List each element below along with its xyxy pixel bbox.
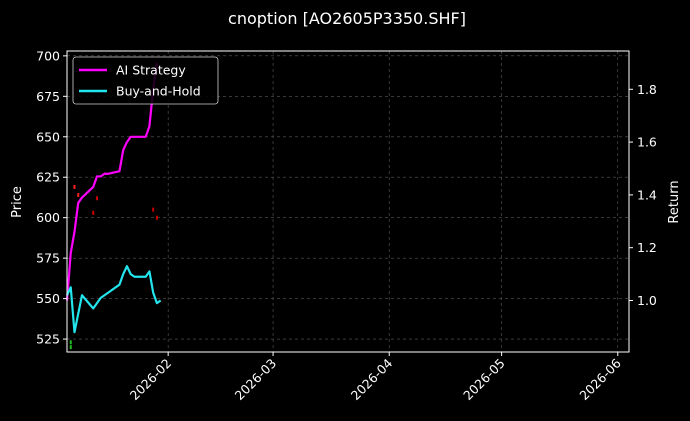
- signal-marker: [92, 210, 95, 215]
- signal-marker: [155, 215, 158, 220]
- y-left-tick-label: 625: [36, 170, 60, 185]
- y-left-tick-label: 700: [36, 48, 60, 63]
- y-left-tick-label: 550: [36, 291, 60, 306]
- y-left-tick-label: 675: [36, 89, 60, 104]
- y-right-tick-label: 1.0: [637, 293, 657, 308]
- signal-marker: [152, 207, 155, 212]
- signal-marker: [73, 184, 76, 189]
- y-right-label: Return: [667, 180, 682, 223]
- signal-marker: [95, 196, 98, 201]
- plot-frame: [66, 50, 630, 353]
- y-right-tick-label: 1.8: [637, 82, 657, 97]
- y-left-label: Price: [10, 186, 25, 218]
- y-left-tick-label: 525: [36, 332, 60, 347]
- series-lines: [65, 62, 162, 334]
- y-right-tick-label: 1.2: [637, 240, 657, 255]
- chart-title: cnoption [AO2605P3350.SHF]: [228, 9, 466, 28]
- signal-marker: [69, 345, 72, 350]
- legend-label: AI Strategy: [116, 63, 186, 78]
- legend: AI Strategy Buy-and-Hold: [72, 56, 219, 105]
- y-left-tick-label: 600: [36, 210, 60, 225]
- y-right-tick-label: 1.4: [637, 187, 657, 202]
- legend-label: Buy-and-Hold: [116, 84, 201, 99]
- signal-marker: [69, 340, 72, 345]
- y-left-tick-label: 575: [36, 251, 60, 266]
- series-line: [65, 62, 159, 301]
- y-right-tick-label: 1.6: [637, 135, 657, 150]
- signal-marker: [77, 193, 80, 198]
- y-left-tick-label: 650: [36, 129, 60, 144]
- legend-box: [72, 56, 219, 105]
- series-line: [66, 265, 162, 334]
- trade-signals: [69, 184, 158, 350]
